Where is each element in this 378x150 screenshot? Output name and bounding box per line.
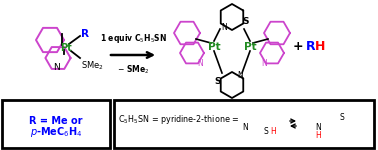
Text: $-$ SMe$_2$: $-$ SMe$_2$ [117,64,149,76]
Text: N: N [53,63,59,72]
Text: $p$-MeC$_6$H$_4$: $p$-MeC$_6$H$_4$ [29,125,82,139]
Text: N: N [221,22,227,32]
Text: N: N [261,58,267,68]
Text: Pt: Pt [60,43,72,53]
Text: S: S [340,114,345,123]
Text: N: N [197,58,203,68]
Text: N: N [237,70,243,80]
Text: +: + [293,40,303,54]
Text: S: S [264,126,269,135]
Text: H: H [270,126,276,135]
Text: R = Me or: R = Me or [29,116,83,126]
Text: 1 equiv C$_5$H$_5$SN: 1 equiv C$_5$H$_5$SN [99,32,166,45]
Text: S: S [243,16,249,26]
Text: N: N [242,123,248,132]
Text: R: R [306,40,316,54]
Text: Pt: Pt [244,42,256,52]
Bar [114,100,374,148]
Text: N: N [315,123,321,132]
Text: SMe$_2$: SMe$_2$ [81,59,104,72]
Text: R: R [81,29,89,39]
Text: S: S [215,76,221,85]
Text: C$_5$H$_5$SN = pyridine-2-thione =: C$_5$H$_5$SN = pyridine-2-thione = [118,112,239,126]
Text: Pt: Pt [208,42,220,52]
Bar [2,100,110,148]
Text: H: H [315,132,321,141]
Text: H: H [315,40,325,54]
